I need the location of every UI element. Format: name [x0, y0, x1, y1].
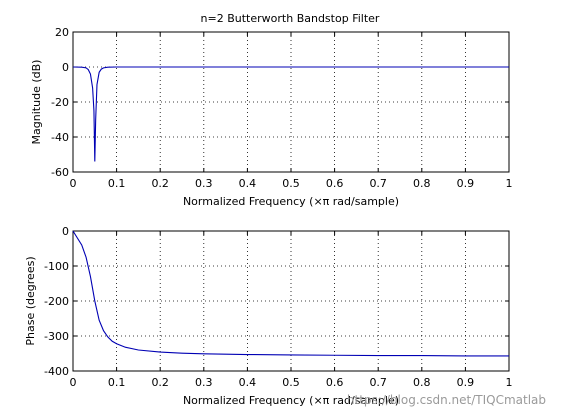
magnitude-panel: n=2 Butterworth Bandstop Filter 0 0.1 0.2 0…	[30, 12, 513, 208]
y-tick-label: -100	[44, 260, 69, 273]
x-tick-label: 0.2	[151, 376, 169, 389]
x-tick-label: 0.1	[108, 376, 126, 389]
magnitude-xlabel: Normalized Frequency (×π rad/sample)	[183, 195, 399, 208]
magnitude-line	[72, 66, 509, 162]
y-tick-label: -400	[44, 365, 69, 378]
y-tick-label: -60	[51, 166, 69, 179]
x-tick-label: 0	[70, 376, 77, 389]
x-tick-label: 0.5	[282, 376, 300, 389]
y-tick-label: 0	[62, 61, 69, 74]
watermark: https://blog.csdn.net/TIQCmatlab	[347, 393, 546, 407]
x-tick-label: 0.3	[195, 376, 213, 389]
y-tick-label: 0	[62, 225, 69, 238]
x-tick-label: 0.9	[457, 376, 475, 389]
phase-line	[72, 230, 509, 357]
x-tick-label: 1	[506, 376, 513, 389]
x-tick-label: 0.5	[282, 177, 300, 190]
x-tick-label: 0.9	[457, 177, 475, 190]
magnitude-ylabel: Magnitude (dB)	[30, 60, 43, 145]
x-tick-label: 0.6	[326, 376, 344, 389]
chart-title: n=2 Butterworth Bandstop Filter	[201, 12, 380, 25]
phase-panel: 0 0.1 0.2 0.3 0.4 0.5 0.6 0.7 0.8 0.9 1 0 -100 -200 -3…	[24, 225, 513, 407]
magnitude-ticks: 0 0.1 0.2 0.3 0.4 0.5 0.6 0.7 0.8 0.9 1 20 0 -20 -40 -6…	[51, 26, 512, 190]
x-tick-label: 0.3	[195, 177, 213, 190]
y-tick-label: -300	[44, 330, 69, 343]
x-tick-label: 0.8	[413, 177, 431, 190]
x-tick-label: 1	[506, 177, 513, 190]
x-tick-label: 0.4	[239, 177, 257, 190]
y-tick-label: -200	[44, 295, 69, 308]
y-tick-label: -20	[51, 96, 69, 109]
x-tick-label: 0.4	[239, 376, 257, 389]
x-tick-label: 0.8	[413, 376, 431, 389]
x-tick-label: 0.2	[151, 177, 169, 190]
phase-ylabel: Phase (degrees)	[24, 256, 37, 345]
phase-ticks: 0 0.1 0.2 0.3 0.4 0.5 0.6 0.7 0.8 0.9 1 0 -100 -200 -3…	[44, 225, 512, 389]
x-tick-label: 0.7	[369, 177, 387, 190]
phase-grid	[73, 231, 509, 371]
x-tick-label: 0.1	[108, 177, 126, 190]
x-tick-label: 0	[70, 177, 77, 190]
y-tick-label: 20	[55, 26, 69, 39]
y-tick-label: -40	[51, 131, 69, 144]
x-tick-label: 0.6	[326, 177, 344, 190]
x-tick-label: 0.7	[369, 376, 387, 389]
phase-xlabel: Normalized Frequency (×π rad/sample)	[183, 394, 399, 407]
